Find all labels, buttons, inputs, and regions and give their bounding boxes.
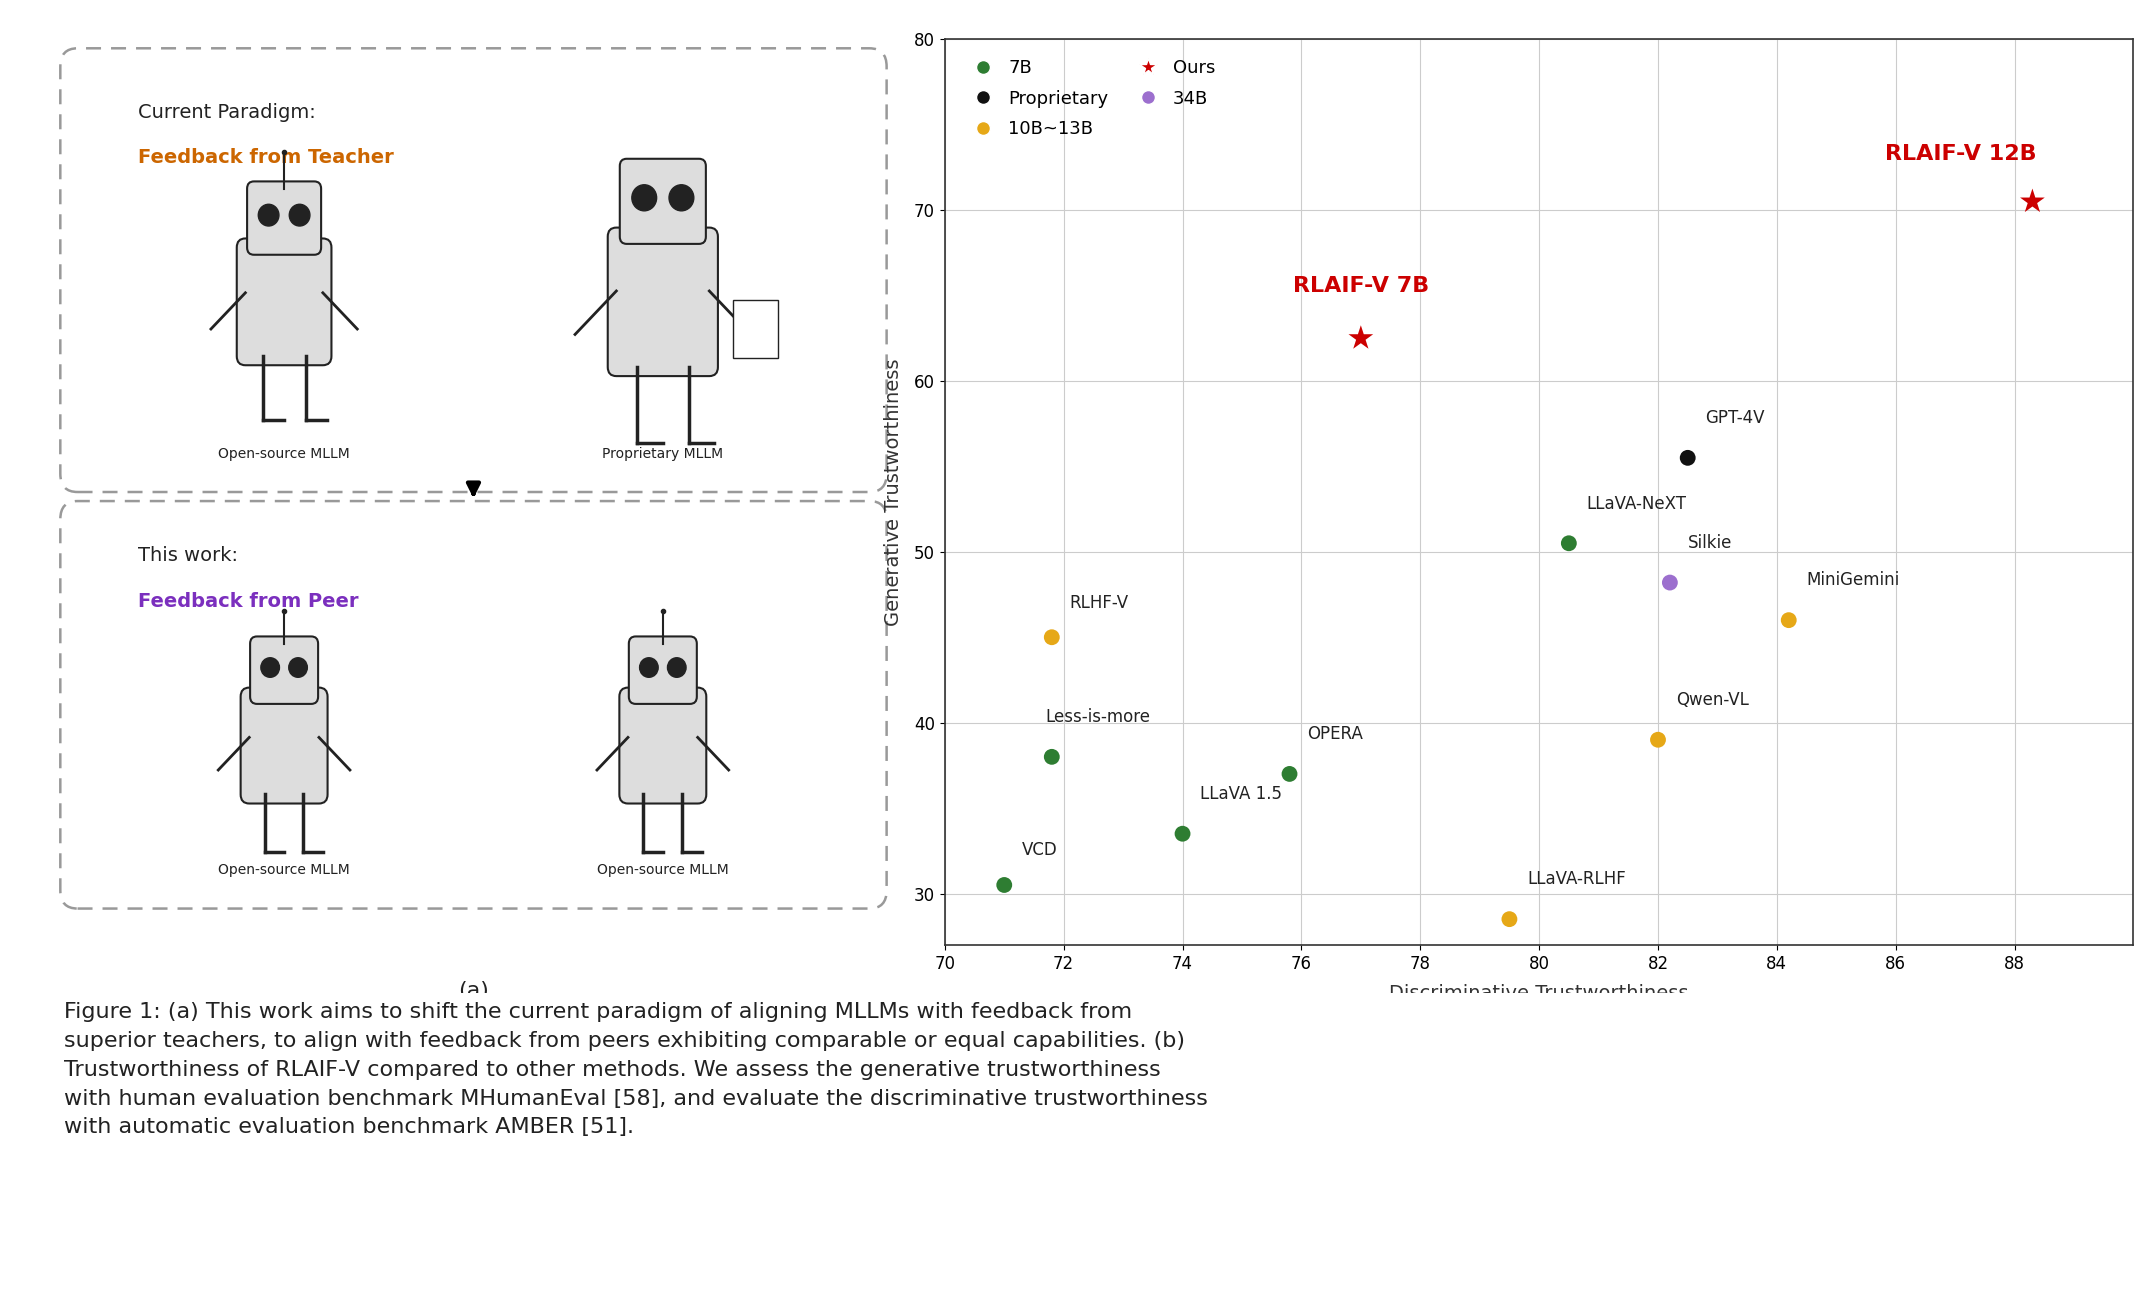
FancyBboxPatch shape (248, 182, 321, 255)
Point (1640, 730, 1674, 751)
Circle shape (259, 204, 278, 226)
Text: Figure 1: (a) This work aims to shift the current paradigm of aligning MLLMs wit: Figure 1: (a) This work aims to shift th… (65, 1002, 1209, 1138)
Text: LLaVA-NeXT: LLaVA-NeXT (1586, 494, 1687, 513)
Text: OPERA: OPERA (1308, 725, 1364, 743)
Text: RLHF-V: RLHF-V (1069, 594, 1129, 612)
Point (1166, 823, 1200, 844)
FancyBboxPatch shape (60, 501, 886, 909)
Point (1034, 627, 1069, 647)
Point (1343, 328, 1377, 349)
Text: Current Paradigm:: Current Paradigm: (138, 102, 315, 122)
Circle shape (261, 658, 280, 678)
Point (1771, 610, 1806, 630)
Point (1670, 447, 1705, 468)
Text: RLAIF-V 7B: RLAIF-V 7B (1293, 276, 1429, 296)
Text: (b): (b) (1524, 1036, 1554, 1056)
Point (1552, 532, 1586, 553)
Circle shape (668, 184, 694, 211)
FancyBboxPatch shape (237, 238, 332, 365)
FancyBboxPatch shape (618, 688, 707, 803)
Circle shape (289, 658, 308, 678)
Text: Open-source MLLM: Open-source MLLM (218, 447, 349, 460)
Text: Proprietary MLLM: Proprietary MLLM (601, 447, 724, 460)
Circle shape (289, 204, 310, 226)
FancyBboxPatch shape (241, 688, 328, 803)
Text: VCD: VCD (1021, 841, 1058, 859)
Circle shape (631, 184, 657, 211)
Text: LLaVA-RLHF: LLaVA-RLHF (1528, 870, 1627, 888)
Legend: 7B, Proprietary, 10B~13B, Ours, 34B: 7B, Proprietary, 10B~13B, Ours, 34B (955, 48, 1226, 149)
Y-axis label: Generative Trustworthiness: Generative Trustworthiness (884, 358, 903, 625)
Text: RLAIF-V 12B: RLAIF-V 12B (1886, 144, 2036, 164)
Point (987, 875, 1021, 896)
Point (1034, 747, 1069, 768)
Text: Silkie: Silkie (1687, 534, 1733, 552)
Text: GPT-4V: GPT-4V (1705, 409, 1765, 428)
FancyBboxPatch shape (733, 300, 778, 358)
Text: Feedback from Teacher: Feedback from Teacher (138, 148, 394, 167)
Circle shape (668, 658, 685, 678)
FancyBboxPatch shape (250, 637, 319, 704)
FancyBboxPatch shape (629, 637, 696, 704)
Point (1653, 572, 1687, 593)
X-axis label: Discriminative Trustworthiness: Discriminative Trustworthiness (1390, 984, 1690, 1003)
Text: Feedback from Peer: Feedback from Peer (138, 591, 358, 611)
Text: MiniGemini: MiniGemini (1806, 572, 1901, 590)
Circle shape (640, 658, 657, 678)
Text: This work:: This work: (138, 547, 237, 565)
FancyBboxPatch shape (60, 48, 886, 492)
Text: Less-is-more: Less-is-more (1045, 708, 1151, 726)
Point (2015, 191, 2049, 212)
FancyBboxPatch shape (621, 158, 707, 243)
Point (1491, 909, 1526, 930)
Text: Qwen-VL: Qwen-VL (1677, 691, 1748, 709)
Text: (a): (a) (459, 981, 489, 1001)
Text: Open-source MLLM: Open-source MLLM (597, 863, 728, 878)
FancyBboxPatch shape (608, 228, 718, 377)
Point (1271, 764, 1306, 785)
Text: Open-source MLLM: Open-source MLLM (218, 863, 349, 878)
Text: LLaVA 1.5: LLaVA 1.5 (1200, 785, 1282, 803)
